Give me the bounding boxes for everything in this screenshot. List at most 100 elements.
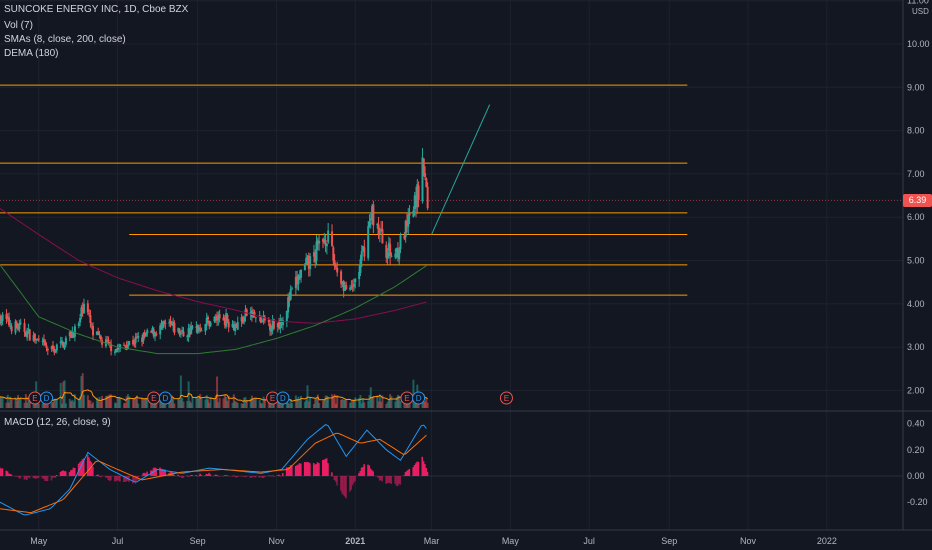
volume-bar — [150, 400, 153, 408]
volume-bar — [294, 395, 297, 408]
dividend-marker[interactable]: D — [158, 391, 172, 405]
candle-body — [70, 331, 73, 338]
candle-body — [179, 333, 182, 335]
macd-histogram-bar — [254, 476, 257, 478]
macd-legend[interactable]: MACD (12, 26, close, 9) — [4, 417, 111, 428]
macd-histogram-bar — [227, 476, 230, 477]
dividend-marker[interactable]: D — [40, 391, 54, 405]
macd-histogram-bar — [135, 476, 138, 481]
volume-bar — [88, 400, 91, 408]
marker-label: E — [504, 394, 509, 403]
dividend-marker[interactable]: D — [276, 391, 290, 405]
candle-body — [59, 341, 62, 344]
horizontal-levels[interactable] — [0, 84, 688, 296]
macd-histogram-bar — [104, 476, 107, 478]
time-tick-label: 2021 — [345, 536, 365, 546]
candle-body — [170, 323, 173, 326]
earnings-marker[interactable]: E — [147, 391, 161, 405]
volume-bar — [386, 401, 389, 408]
volume-bar — [179, 375, 182, 408]
candle-body — [353, 283, 355, 287]
volume-bar — [343, 399, 346, 408]
volume-bar — [399, 401, 402, 408]
earnings-marker[interactable]: E — [28, 391, 42, 405]
candle-body — [35, 338, 38, 340]
candle-body — [285, 310, 288, 322]
volume-bar — [152, 403, 155, 408]
volume-bar — [51, 402, 54, 408]
candle-body — [97, 331, 100, 335]
volume-bar — [214, 395, 217, 408]
candle-body — [9, 325, 12, 327]
macd-histogram-bar — [417, 461, 420, 476]
vol-legend[interactable]: Vol (7) — [4, 20, 33, 31]
volume-bar — [54, 398, 57, 408]
volume-bar — [90, 403, 93, 408]
candle-body — [50, 346, 53, 349]
volume-bar — [269, 401, 272, 408]
candle-body — [82, 304, 85, 314]
macd-histogram-bar — [26, 476, 28, 481]
macd-histogram-bar — [173, 475, 176, 476]
dema-legend[interactable]: DEMA (180) — [4, 48, 58, 59]
candle-body — [26, 330, 29, 338]
volume-bar — [50, 402, 53, 408]
macd-histogram-bar — [332, 476, 334, 477]
macd-histogram-bar — [367, 464, 369, 476]
candle-body — [226, 314, 229, 322]
time-tick-label: 2022 — [817, 536, 837, 546]
earnings-marker[interactable]: E — [499, 391, 513, 405]
macd-histogram-bar — [200, 474, 203, 476]
candle-body — [116, 347, 119, 350]
volume-bar — [126, 394, 129, 408]
volume-bar — [106, 395, 109, 408]
time-tick-label: Nov — [268, 536, 285, 546]
candle-body — [332, 247, 335, 261]
candle-body — [243, 316, 246, 322]
macd-histogram-bar — [53, 476, 55, 478]
macd-histogram-bar — [316, 462, 319, 476]
candle-body — [412, 210, 415, 217]
candle-body — [408, 213, 411, 216]
macd-histogram-bar — [209, 474, 212, 476]
macd-histogram-bar — [146, 471, 148, 476]
macd-histogram-bar — [309, 463, 311, 476]
volume-bar — [390, 396, 393, 408]
macd-histogram-bar — [5, 470, 8, 476]
candle-body — [101, 340, 104, 345]
candle-body — [107, 340, 110, 342]
symbol-title[interactable]: SUNCOKE ENERGY INC, 1D, Cboe BZX — [4, 4, 188, 15]
macd-histogram-bar — [214, 474, 217, 476]
candle-body — [0, 320, 3, 323]
macd-histogram-bar — [119, 476, 121, 482]
volume-bar — [349, 402, 352, 408]
earnings-marker[interactable]: E — [400, 391, 414, 405]
candle-body — [173, 322, 176, 333]
macd-histogram-bar — [258, 476, 261, 478]
marker-circle — [158, 391, 172, 405]
volume-bar — [182, 401, 185, 408]
candle-body — [8, 317, 11, 326]
macd-histogram-bar — [187, 476, 190, 478]
volume-bar — [276, 401, 279, 408]
macd-histogram-bar — [241, 476, 244, 477]
macd-histogram-bar — [10, 474, 13, 476]
candle-body — [290, 288, 293, 290]
macd-histogram-bar — [321, 460, 324, 476]
candle-body — [362, 246, 365, 251]
volume-bar — [6, 394, 9, 408]
dividend-marker[interactable]: D — [412, 391, 426, 405]
candle-body — [110, 344, 113, 352]
smas-legend[interactable]: SMAs (8, close, 200, close) — [4, 34, 126, 45]
volume-bar — [424, 401, 427, 408]
candle-body — [135, 337, 138, 339]
macd-histogram-bar — [307, 462, 310, 476]
volume-bar — [72, 401, 75, 408]
macd-histogram-bar — [73, 468, 76, 476]
marker-circle — [412, 391, 426, 405]
volume-bar — [232, 394, 235, 408]
volume-bar — [181, 397, 184, 408]
candle-body — [143, 332, 146, 337]
